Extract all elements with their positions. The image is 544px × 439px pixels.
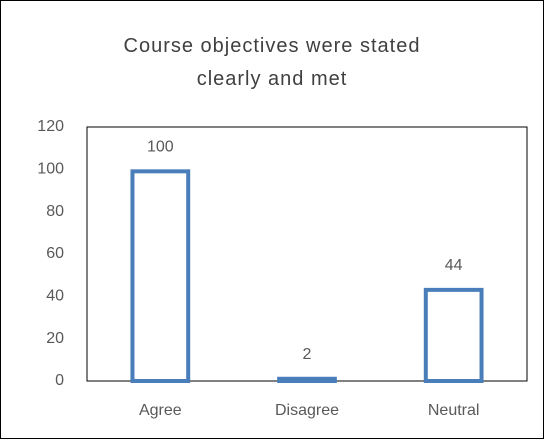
y-tick-label: 40 bbox=[46, 288, 64, 305]
y-tick-label: 100 bbox=[37, 161, 64, 178]
y-tick-label: 80 bbox=[46, 203, 64, 220]
y-tick-label: 120 bbox=[37, 118, 64, 135]
y-tick-label: 20 bbox=[46, 330, 64, 347]
bar bbox=[130, 169, 191, 383]
chart-title: Course objectives were stated clearly an… bbox=[123, 35, 421, 90]
x-tick-label: Disagree bbox=[275, 402, 339, 419]
bar bbox=[277, 376, 337, 383]
bar bbox=[423, 287, 484, 383]
y-tick-label: 60 bbox=[46, 245, 64, 262]
y-tick-label: 0 bbox=[55, 372, 64, 389]
value-label: 2 bbox=[303, 346, 312, 363]
value-label: 44 bbox=[445, 257, 463, 274]
value-label: 100 bbox=[147, 139, 174, 156]
x-tick-label: Agree bbox=[139, 402, 182, 419]
x-tick-label: Neutral bbox=[428, 402, 480, 419]
